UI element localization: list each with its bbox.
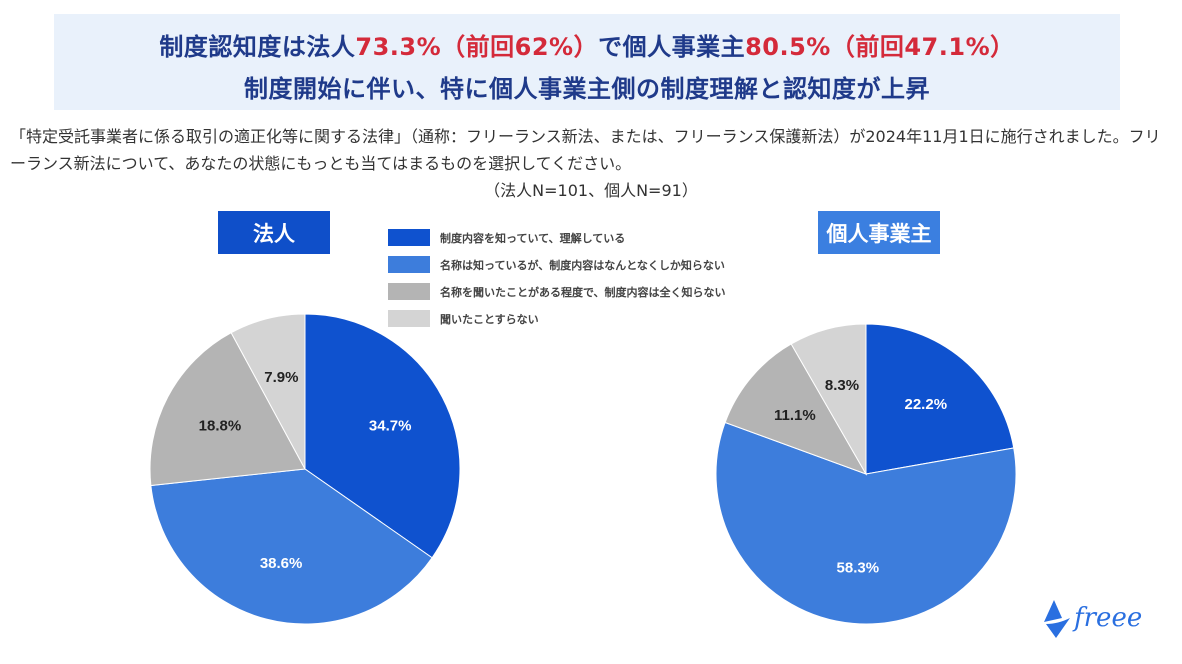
legend-label: 制度内容を知っていて、理解している bbox=[440, 231, 626, 245]
slice-data-label: 34.7% bbox=[369, 418, 412, 435]
legend-label: 名称を聞いたことがある程度で、制度内容は全く知らない bbox=[440, 285, 726, 299]
headline-banner: 制度認知度は法人73.3%（前回62%）で個人事業主80.5%（前回47.1%）… bbox=[54, 14, 1120, 110]
freee-bird-icon: freee bbox=[1044, 600, 1142, 638]
legend-swatch bbox=[388, 256, 430, 273]
legend-swatch bbox=[388, 283, 430, 300]
survey-question: 「特定受託事業者に係る取引の適正化等に関する法律」（通称：フリーランス新法、また… bbox=[10, 127, 1161, 173]
headline-part: で個人事業主 bbox=[598, 33, 746, 61]
legend-item: 名称を聞いたことがある程度で、制度内容は全く知らない bbox=[388, 278, 726, 305]
chart-legend: 制度内容を知っていて、理解している 名称は知っているが、制度内容はなんとなくしか… bbox=[388, 224, 726, 332]
headline-part: 制度認知度は法人 bbox=[159, 33, 356, 61]
pie-slice bbox=[150, 468, 433, 625]
pie-slice bbox=[724, 343, 868, 475]
pie-slice bbox=[230, 313, 306, 470]
slice-data-label: 8.3% bbox=[825, 377, 859, 394]
legend-item: 聞いたことすらない bbox=[388, 305, 726, 332]
slice-data-label: 7.9% bbox=[264, 369, 298, 386]
headline-highlight: 80.5%（前回47.1%） bbox=[745, 33, 1015, 61]
slice-data-label: 18.8% bbox=[199, 417, 242, 434]
logo-text: freee bbox=[1072, 603, 1142, 633]
headline-line-1: 制度認知度は法人73.3%（前回62%）で個人事業主80.5%（前回47.1%） bbox=[54, 27, 1120, 62]
legend-label: 名称は知っているが、制度内容はなんとなくしか知らない bbox=[440, 258, 725, 272]
corp-chart-title: 法人 bbox=[218, 211, 330, 254]
slice-data-label: 22.2% bbox=[905, 396, 948, 413]
sample-size-note: （法人N=101、個人N=91） bbox=[484, 181, 698, 200]
headline-highlight: 73.3%（前回62%） bbox=[355, 33, 599, 61]
legend-swatch bbox=[388, 310, 430, 327]
headline-line-2: 制度開始に伴い、特に個人事業主側の制度理解と認知度が上昇 bbox=[244, 75, 930, 103]
indiv-chart-title: 個人事業主 bbox=[818, 211, 940, 254]
slice-data-label: 11.1% bbox=[774, 407, 816, 424]
pie-slice bbox=[149, 332, 306, 487]
slice-data-label: 58.3% bbox=[837, 560, 880, 577]
freee-logo: freee bbox=[1040, 592, 1170, 648]
pie-slice bbox=[304, 313, 461, 559]
slice-data-label: 38.6% bbox=[260, 555, 303, 572]
legend-swatch bbox=[388, 229, 430, 246]
pie-slice bbox=[715, 421, 1017, 625]
legend-label: 聞いたことすらない bbox=[440, 312, 539, 326]
pie-slice bbox=[865, 323, 1015, 475]
legend-item: 制度内容を知っていて、理解している bbox=[388, 224, 726, 251]
pie-slice bbox=[790, 323, 867, 476]
legend-item: 名称は知っているが、制度内容はなんとなくしか知らない bbox=[388, 251, 726, 278]
